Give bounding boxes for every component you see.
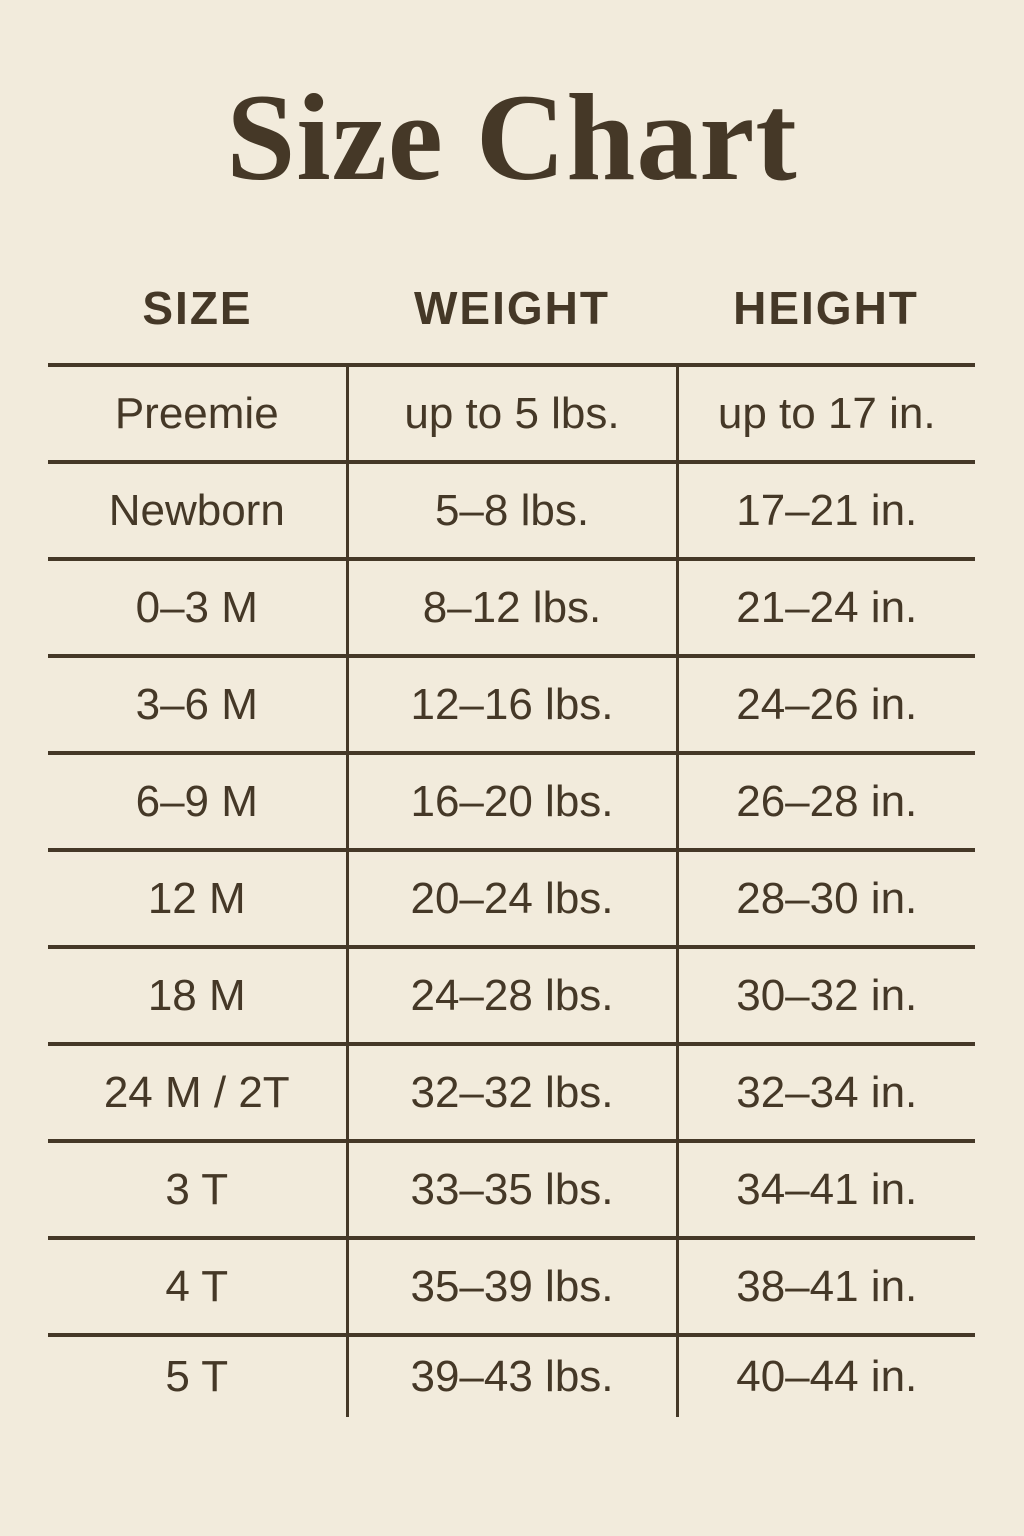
cell-weight: 16–20 lbs. xyxy=(345,751,677,850)
column-header-size: SIZE xyxy=(142,282,253,334)
cell-height: 34–41 in. xyxy=(675,1139,975,1238)
table-row: 12 M 20–24 lbs. 28–30 in. xyxy=(48,848,975,947)
cell-height: up to 17 in. xyxy=(675,363,975,462)
cell-size: 6–9 M xyxy=(48,751,347,850)
cell-height: 30–32 in. xyxy=(675,945,975,1044)
table-row: 18 M 24–28 lbs. 30–32 in. xyxy=(48,945,975,1044)
cell-weight: 24–28 lbs. xyxy=(345,945,677,1044)
cell-size: 4 T xyxy=(48,1236,347,1335)
cell-weight: 5–8 lbs. xyxy=(345,460,677,559)
table-row: 5 T 39–43 lbs. 40–44 in. xyxy=(48,1333,975,1417)
cell-weight: 8–12 lbs. xyxy=(345,557,677,656)
cell-weight: 35–39 lbs. xyxy=(345,1236,677,1335)
cell-height: 32–34 in. xyxy=(675,1042,975,1141)
cell-size: 3–6 M xyxy=(48,654,347,753)
table-row: 3 T 33–35 lbs. 34–41 in. xyxy=(48,1139,975,1238)
column-header-height: HEIGHT xyxy=(733,282,919,334)
cell-size: 0–3 M xyxy=(48,557,347,656)
cell-weight: 39–43 lbs. xyxy=(345,1333,677,1417)
cell-height: 38–41 in. xyxy=(675,1236,975,1335)
table-row: 24 M / 2T 32–32 lbs. 32–34 in. xyxy=(48,1042,975,1141)
cell-weight: 20–24 lbs. xyxy=(345,848,677,947)
cell-weight: 33–35 lbs. xyxy=(345,1139,677,1238)
table-row: 3–6 M 12–16 lbs. 24–26 in. xyxy=(48,654,975,753)
size-chart: SIZE WEIGHT HEIGHT Preemie up to 5 lbs. up… xyxy=(48,200,975,1417)
cell-height: 26–28 in. xyxy=(675,751,975,850)
cell-weight: 32–32 lbs. xyxy=(345,1042,677,1141)
table-row: 0–3 M 8–12 lbs. 21–24 in. xyxy=(48,557,975,656)
header-row: SIZE WEIGHT HEIGHT xyxy=(48,200,975,365)
size-chart-table: SIZE WEIGHT HEIGHT Preemie up to 5 lbs. up… xyxy=(48,200,975,1417)
cell-weight: 12–16 lbs. xyxy=(345,654,677,753)
column-header-weight: WEIGHT xyxy=(414,282,610,334)
table-body: Preemie up to 5 lbs. up to 17 in. Newborn 5–… xyxy=(48,363,975,1417)
cell-size: 24 M / 2T xyxy=(48,1042,347,1141)
cell-height: 28–30 in. xyxy=(675,848,975,947)
cell-size: Newborn xyxy=(48,460,347,559)
cell-height: 21–24 in. xyxy=(675,557,975,656)
table-row: Newborn 5–8 lbs. 17–21 in. xyxy=(48,460,975,559)
page-title: Size Chart xyxy=(226,69,798,206)
cell-height: 40–44 in. xyxy=(675,1333,975,1417)
cell-weight: up to 5 lbs. xyxy=(345,363,677,462)
cell-size: 12 M xyxy=(48,848,347,947)
table-row: 4 T 35–39 lbs. 38–41 in. xyxy=(48,1236,975,1335)
cell-size: Preemie xyxy=(48,363,347,462)
cell-size: 5 T xyxy=(48,1333,347,1417)
cell-size: 3 T xyxy=(48,1139,347,1238)
cell-size: 18 M xyxy=(48,945,347,1044)
cell-height: 17–21 in. xyxy=(675,460,975,559)
cell-height: 24–26 in. xyxy=(675,654,975,753)
table-row: Preemie up to 5 lbs. up to 17 in. xyxy=(48,363,975,462)
table-row: 6–9 M 16–20 lbs. 26–28 in. xyxy=(48,751,975,850)
